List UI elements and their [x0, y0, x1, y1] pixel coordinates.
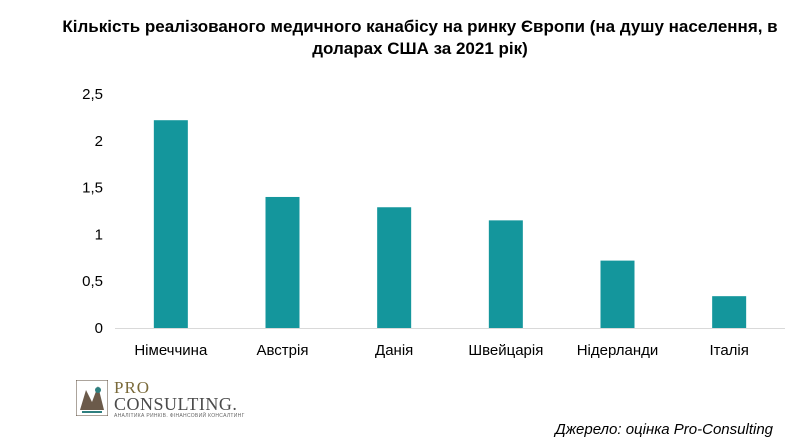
- x-tick-label: Швейцарія: [468, 342, 543, 359]
- pro-consulting-logo: PRO CONSULTING. АНАЛІТИКА РИНКІВ. ФІНАНС…: [76, 378, 246, 420]
- bar-4: [488, 220, 523, 328]
- x-tick-label: Нідерланди: [577, 342, 659, 359]
- y-tick-label: 0: [95, 320, 103, 337]
- y-tick-label: 1,5: [82, 180, 103, 197]
- y-tick-label: 1: [95, 226, 103, 243]
- logo-tagline: АНАЛІТИКА РИНКІВ. ФІНАНСОВИЙ КОНСАЛТИНГ: [114, 413, 245, 419]
- source-note: Джерело: оцінка Pro-Consulting: [555, 421, 773, 438]
- x-tick-label: Німеччина: [134, 342, 208, 359]
- x-tick-label: Австрія: [257, 342, 309, 359]
- x-tick-label: Данія: [375, 342, 413, 359]
- bar-6: [712, 296, 747, 328]
- y-tick-label: 2: [95, 133, 103, 150]
- chart-title: Кількість реалізованого медичного канабі…: [62, 17, 778, 58]
- y-tick-label: 0,5: [82, 273, 103, 290]
- bar-1: [153, 120, 188, 328]
- bar-5: [600, 260, 635, 328]
- logo-text-consulting: CONSULTING.: [114, 394, 238, 414]
- logo-emblem-icon: [76, 380, 108, 416]
- bar-3: [377, 207, 412, 328]
- logo-text-pro: PRO: [114, 378, 151, 397]
- x-tick-label: Італія: [709, 342, 748, 359]
- y-tick-label: 2,5: [82, 86, 103, 103]
- bar-2: [265, 196, 300, 328]
